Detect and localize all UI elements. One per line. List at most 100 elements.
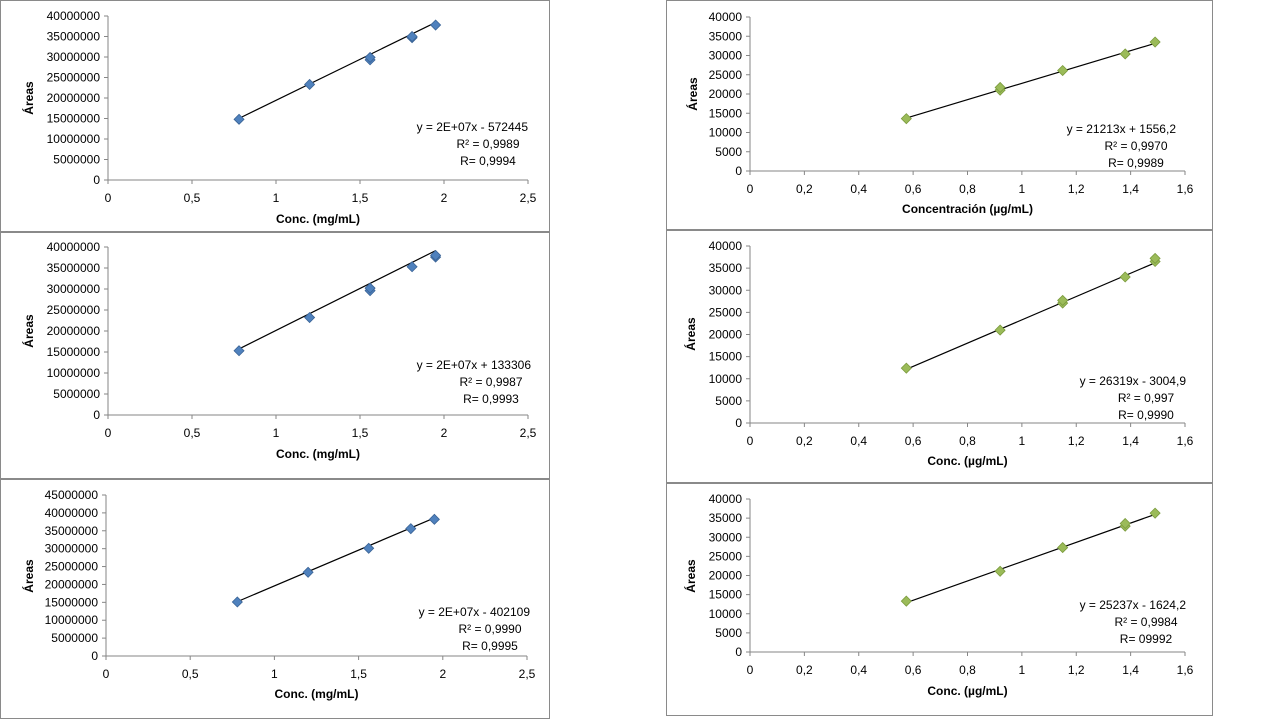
trend-line [238, 21, 436, 119]
y-axis-title: Áreas [683, 317, 698, 351]
data-point [1119, 271, 1131, 283]
x-axis-title: Conc. (mg/mL) [276, 212, 360, 226]
x-axis-title: Concentración (µg/mL) [902, 202, 1033, 216]
y-tick-label: 15000000 [45, 595, 99, 609]
y-tick-label: 30000000 [47, 282, 101, 296]
data-point [430, 19, 442, 31]
y-tick-label: 25000 [709, 549, 743, 563]
y-tick-label: 35000 [709, 29, 743, 43]
trend-line [906, 513, 1156, 604]
trend-line [906, 262, 1156, 370]
data-point [1149, 252, 1161, 264]
y-axis-title: Áreas [685, 77, 700, 111]
data-point [363, 542, 375, 554]
y-tick-label: 5000000 [53, 387, 100, 401]
y-tick-label: 25000000 [45, 560, 99, 574]
y-tick-label: 5000000 [51, 631, 98, 645]
y-tick-label: 20000 [709, 328, 743, 342]
y-tick-label: 30000000 [45, 542, 99, 556]
x-tick-label: 1,4 [1122, 182, 1139, 196]
data-point [1149, 507, 1161, 519]
data-point [233, 345, 245, 357]
y-tick-label: 20000000 [45, 577, 99, 591]
x-tick-label: 0,6 [905, 434, 922, 448]
data-point [1057, 542, 1069, 554]
y-tick-label: 10000 [709, 372, 743, 386]
x-tick-label: 0,5 [184, 426, 201, 440]
x-tick-label: 1,5 [350, 667, 367, 681]
x-tick-label: 2,5 [520, 426, 537, 440]
x-tick-label: 2 [441, 426, 448, 440]
y-tick-label: 0 [735, 164, 742, 178]
y-tick-label: 10000 [709, 126, 743, 140]
y-tick-label: 5000 [715, 145, 742, 159]
trend-line [237, 517, 435, 603]
calibration-chart-4: 0 5000 10000 15000 20000 25000 30000 35000 40000… [666, 0, 1213, 230]
trend-line [906, 42, 1156, 119]
x-tick-label: 0 [747, 182, 754, 196]
data-point [406, 261, 418, 273]
x-tick-label: 0,4 [850, 182, 867, 196]
r-label: R= 0,9994 [460, 154, 516, 168]
y-tick-label: 30000 [709, 530, 743, 544]
y-tick-label: 40000000 [47, 240, 101, 254]
y-tick-label: 25000000 [47, 71, 101, 85]
data-point [233, 113, 245, 125]
data-point [994, 81, 1006, 94]
y-tick-label: 20000 [709, 87, 743, 101]
x-tick-label: 0 [105, 191, 112, 205]
y-tick-label: 10000000 [47, 132, 101, 146]
data-point [406, 30, 418, 43]
x-tick-label: 1 [271, 667, 278, 681]
x-tick-label: 0,2 [796, 182, 813, 196]
data-point [900, 113, 912, 125]
chart-svg-1: 0 5000000 10000000 15000000 20000000 25000000… [21, 9, 537, 226]
y-axis-title: Áreas [21, 81, 36, 115]
chart-svg-3: 0 5000000 10000000 15000000 20000000 25000000… [21, 488, 536, 701]
regression-equation: y = 26319x - 3004,9 [1080, 374, 1187, 388]
y-axis-title: Áreas [683, 559, 698, 593]
y-tick-label: 0 [93, 408, 100, 422]
data-point [364, 282, 376, 294]
x-tick-label: 0 [105, 426, 112, 440]
x-tick-label: 0,5 [184, 191, 201, 205]
y-tick-label: 15000 [709, 106, 743, 120]
x-axis-title: Conc. (mg/mL) [275, 687, 359, 701]
y-tick-label: 30000 [709, 283, 743, 297]
data-point [900, 362, 912, 374]
chart-svg-4: 0 5000 10000 15000 20000 25000 30000 35000 40000… [685, 10, 1194, 216]
y-tick-label: 40000000 [45, 506, 99, 520]
y-axis-title: Áreas [21, 314, 36, 348]
y-tick-label: 10000 [709, 607, 743, 621]
regression-equation: y = 25237x - 1624,2 [1080, 598, 1187, 612]
x-tick-label: 1 [273, 426, 280, 440]
data-point [900, 595, 912, 607]
x-tick-label: 1 [1019, 663, 1026, 677]
y-tick-label: 15000000 [47, 345, 101, 359]
data-point [1149, 36, 1161, 48]
x-tick-label: 0,8 [959, 182, 976, 196]
data-point [1119, 48, 1131, 60]
r-squared-label: R² = 0,9984 [1114, 615, 1177, 629]
y-tick-label: 30000000 [47, 50, 101, 64]
y-tick-label: 5000 [715, 394, 742, 408]
x-tick-label: 1,2 [1068, 434, 1085, 448]
r-label: R= 0,9990 [1118, 408, 1174, 422]
chart-svg-2: 0 5000000 10000000 15000000 20000000 25000000… [21, 240, 537, 461]
x-tick-label: 0 [103, 667, 110, 681]
calibration-chart-3: 0 5000000 10000000 15000000 20000000 25000000… [0, 479, 550, 719]
calibration-chart-5: 0 5000 10000 15000 20000 25000 30000 35000 40000… [666, 230, 1213, 483]
x-tick-label: 1,6 [1177, 663, 1194, 677]
chart-svg-5: 0 5000 10000 15000 20000 25000 30000 35000 40000… [683, 239, 1194, 468]
r-squared-label: R² = 0,9987 [459, 375, 522, 389]
y-tick-label: 5000 [715, 626, 742, 640]
x-tick-label: 1 [1019, 182, 1026, 196]
calibration-chart-6: 0 5000 10000 15000 20000 25000 30000 35000 40000… [666, 483, 1213, 716]
x-tick-label: 0,4 [850, 434, 867, 448]
y-tick-label: 40000000 [47, 9, 101, 23]
regression-equation: y = 2E+07x + 133306 [417, 358, 532, 372]
data-point [994, 565, 1006, 577]
x-tick-label: 2,5 [519, 667, 536, 681]
y-tick-label: 0 [93, 173, 100, 187]
x-tick-label: 0,5 [182, 667, 199, 681]
